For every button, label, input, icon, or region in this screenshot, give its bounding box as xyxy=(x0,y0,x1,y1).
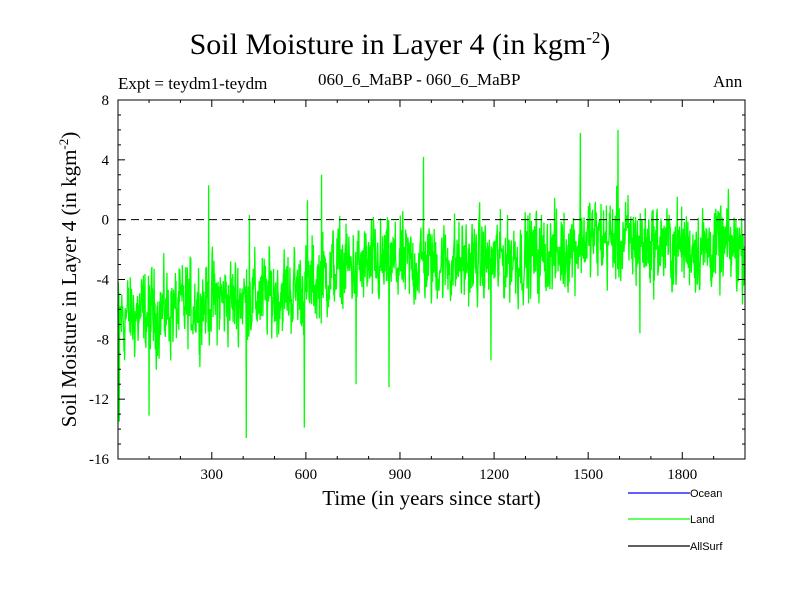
y-axis-title-superscript: -2 xyxy=(56,139,71,150)
x-tick-label: 300 xyxy=(201,467,224,483)
data-line-land xyxy=(117,129,746,439)
y-tick-label: -4 xyxy=(97,273,110,289)
y-tick-label: 8 xyxy=(102,93,110,109)
x-tick-label: 1200 xyxy=(479,467,509,483)
chart-title-close: ) xyxy=(600,28,611,61)
x-tick-label: 600 xyxy=(295,467,318,483)
x-tick-label: 900 xyxy=(389,467,412,483)
legend-label-land: Land xyxy=(690,514,714,526)
experiment-label: Expt = teydm1-teydm xyxy=(118,74,268,93)
legend-label-allsurf: AllSurf xyxy=(690,541,723,553)
chart-title-text: Soil Moisture in Layer 4 (in kgm xyxy=(189,28,587,61)
y-tick-label: 0 xyxy=(102,213,110,229)
chart-title: Soil Moisture in Layer 4 (in kgm-2) xyxy=(0,28,800,62)
y-tick-label: -12 xyxy=(89,392,109,408)
y-axis-title: Soil Moisture in Layer 4 (in kgm-2) xyxy=(56,132,81,427)
legend-label-ocean: Ocean xyxy=(690,488,722,500)
y-tick-label: -8 xyxy=(97,332,110,348)
y-tick-label: -16 xyxy=(89,452,109,468)
y-tick-label: 4 xyxy=(102,153,110,169)
x-axis-title: Time (in years since start) xyxy=(322,486,541,510)
season-label: Ann xyxy=(713,72,743,91)
y-axis-title-text: Soil Moisture in Layer 4 (in kgm xyxy=(57,150,81,428)
chart-subtitle: 060_6_MaBP - 060_6_MaBP xyxy=(318,70,521,89)
y-axis-title-close: ) xyxy=(57,132,81,139)
x-tick-label: 1500 xyxy=(573,467,603,483)
chart-title-superscript: -2 xyxy=(586,28,601,47)
x-tick-label: 1800 xyxy=(667,467,697,483)
